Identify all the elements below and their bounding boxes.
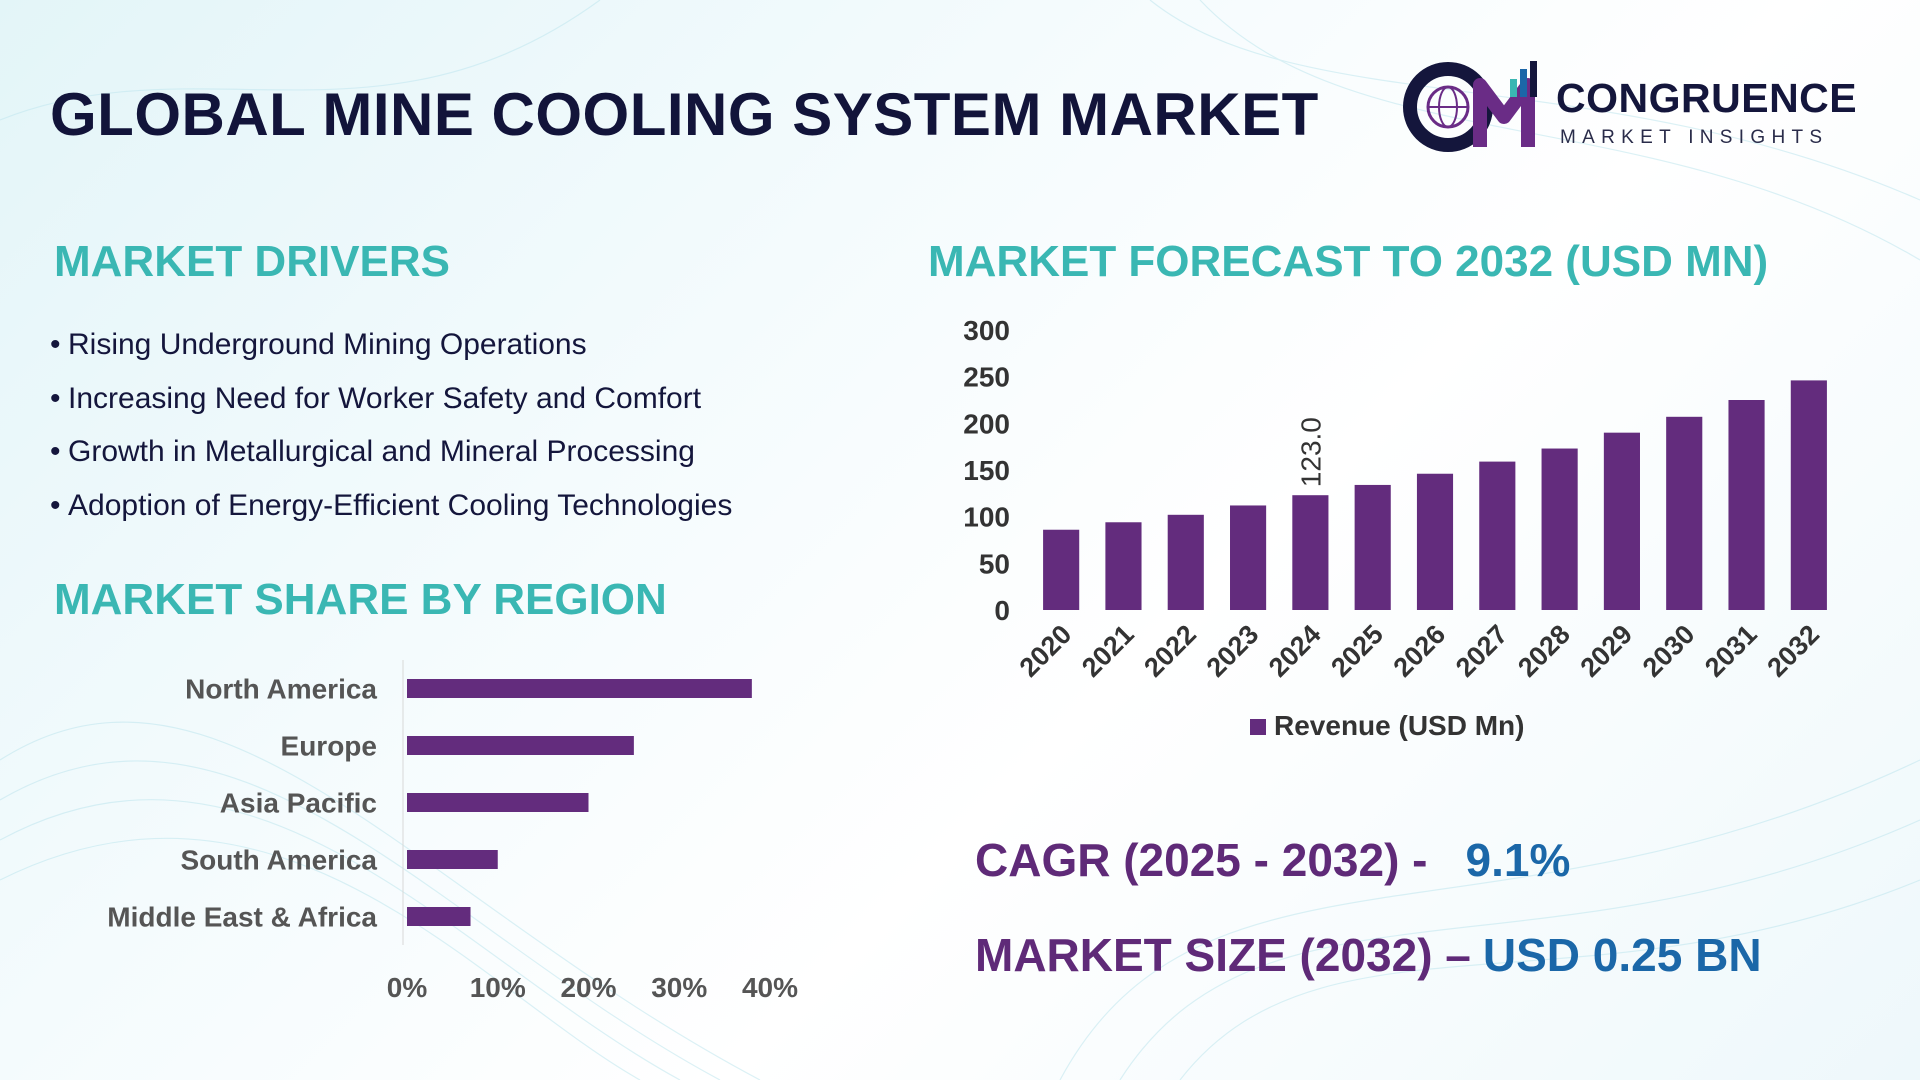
bar-2025: [1354, 484, 1391, 610]
x-tick-label: 20%: [560, 972, 616, 1000]
page-title: GLOBAL MINE COOLING SYSTEM MARKET: [50, 81, 1319, 148]
y-tick-label: 200: [963, 408, 1010, 439]
market-size-label: MARKET SIZE (2032) –: [975, 929, 1471, 981]
bar-asia-pacific: [407, 793, 589, 812]
legend-swatch: [1250, 719, 1266, 735]
drivers-list: • Rising Underground Mining Operations • I…: [50, 322, 732, 536]
bar-2022: [1167, 514, 1204, 610]
logo-tagline: MARKET INSIGHTS: [1560, 127, 1829, 148]
data-label: 123.0: [1295, 417, 1326, 487]
category-label: Asia Pacific: [220, 788, 377, 819]
x-tick-label: 2026: [1388, 619, 1452, 683]
bar-south-america: [407, 850, 498, 869]
market-size-value: USD 0.25 BN: [1482, 929, 1762, 981]
bullet-icon: •: [50, 328, 61, 361]
driver-item: • Increasing Need for Worker Safety and C…: [50, 376, 732, 430]
x-tick-label: 10%: [470, 972, 526, 1000]
region-title: MARKET SHARE BY REGION: [54, 575, 667, 624]
x-tick-label: 0%: [387, 972, 428, 1000]
bar-2027: [1479, 461, 1516, 610]
region-bar-chart: North America Europe Asia Pacific South Ame…: [107, 660, 798, 1000]
category-label: South America: [180, 845, 377, 876]
y-tick-label: 300: [963, 315, 1010, 346]
driver-text: Adoption of Energy-Efficient Cooling Tec…: [68, 488, 733, 522]
bar-2024: [1292, 495, 1329, 610]
category-label: Middle East & Africa: [107, 902, 377, 933]
driver-text: Increasing Need for Worker Safety and Co…: [68, 381, 702, 415]
x-tick-label: 30%: [651, 972, 707, 1000]
bar-2026: [1416, 473, 1454, 610]
driver-item: • Adoption of Energy-Efficient Cooling Te…: [50, 483, 732, 537]
bullet-icon: •: [50, 488, 61, 522]
bar-2023: [1230, 505, 1267, 610]
driver-item: • Growth in Metallurgical and Mineral Pro…: [50, 429, 732, 483]
x-tick-label: 2024: [1263, 619, 1327, 683]
y-tick-label: 100: [963, 502, 1010, 533]
y-tick-label: 50: [979, 548, 1010, 579]
category-label: North America: [185, 674, 377, 705]
market-size-metric: MARKET SIZE (2032) – USD 0.25 BN: [975, 928, 1762, 982]
legend-label: Revenue (USD Mn): [1274, 710, 1524, 741]
bar-2028: [1541, 448, 1578, 610]
bullet-icon: •: [50, 381, 61, 415]
bar-north-america: [407, 679, 752, 698]
x-tick-label: 2023: [1201, 619, 1265, 683]
category-label: Europe: [281, 731, 377, 762]
logo-name: CONGRUENCE: [1556, 75, 1858, 121]
x-tick-label: 2031: [1699, 619, 1763, 683]
x-tick-label: 2022: [1138, 619, 1202, 683]
driver-text: Growth in Metallurgical and Mineral Proc…: [68, 435, 695, 468]
bar-2030: [1666, 416, 1703, 610]
bar-2029: [1603, 432, 1640, 610]
x-tick-label: 40%: [742, 972, 798, 1000]
x-tick-label: 2028: [1512, 619, 1576, 683]
x-tick-label: 2025: [1325, 619, 1389, 683]
bar-2032: [1790, 380, 1827, 610]
bullet-icon: •: [50, 435, 61, 468]
y-tick-label: 250: [963, 362, 1010, 393]
bar-2021: [1105, 522, 1142, 610]
bar-europe: [407, 736, 634, 755]
forecast-title: MARKET FORECAST TO 2032 (USD MN): [928, 237, 1769, 286]
x-tick-label: 2020: [1014, 619, 1078, 683]
x-tick-label: 2032: [1761, 619, 1825, 683]
cagr-metric: CAGR (2025 - 2032) - 9.1%: [975, 833, 1570, 887]
logo-mark-icon: [1403, 61, 1537, 152]
y-tick-label: 0: [994, 595, 1010, 626]
x-tick-label: 2027: [1450, 619, 1514, 683]
driver-text: Rising Underground Mining Operations: [68, 328, 587, 361]
cagr-label: CAGR (2025 - 2032) -: [975, 834, 1428, 886]
x-tick-label: 2030: [1637, 619, 1701, 683]
bar-2020: [1043, 529, 1080, 610]
bar-2031: [1728, 400, 1765, 610]
company-logo: CONGRUENCE MARKET INSIGHTS: [1400, 55, 1870, 155]
driver-item: • Rising Underground Mining Operations: [50, 322, 732, 376]
x-tick-label: 2021: [1076, 619, 1140, 683]
bar-middle-east-africa: [407, 907, 471, 926]
y-tick-label: 150: [963, 455, 1010, 486]
forecast-bar-chart: 0501001502002503002020202120222023202420…: [963, 315, 1827, 741]
cagr-value: 9.1%: [1465, 834, 1571, 886]
x-tick-label: 2029: [1574, 619, 1638, 683]
drivers-title: MARKET DRIVERS: [54, 237, 451, 286]
